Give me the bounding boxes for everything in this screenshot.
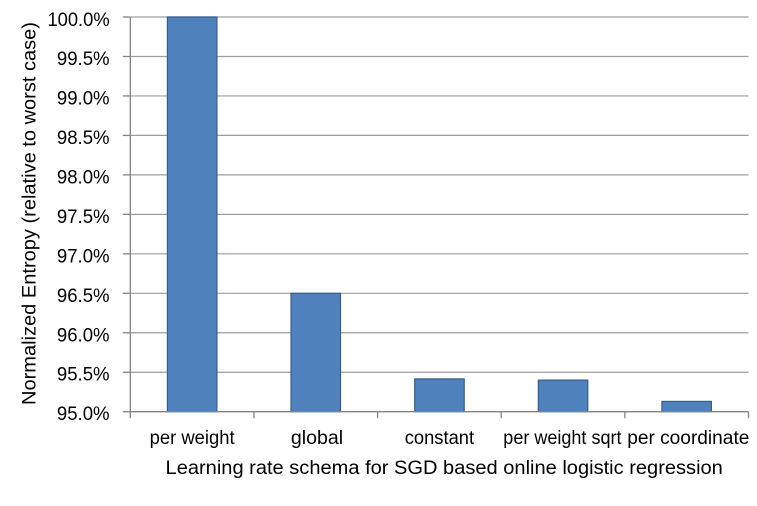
svg-text:per weight sqrt: per weight sqrt [503, 427, 622, 449]
svg-text:98.5%: 98.5% [57, 127, 110, 149]
svg-text:per coordinate: per coordinate [627, 427, 749, 449]
svg-text:95.0%: 95.0% [57, 403, 110, 425]
svg-text:global: global [291, 427, 343, 449]
svg-text:99.5%: 99.5% [57, 48, 110, 70]
svg-text:95.5%: 95.5% [57, 364, 110, 386]
svg-text:98.0%: 98.0% [57, 166, 110, 188]
svg-text:per weight: per weight [150, 427, 236, 449]
svg-text:constant: constant [405, 427, 475, 449]
svg-text:99.0%: 99.0% [57, 87, 110, 109]
svg-text:97.0%: 97.0% [57, 245, 110, 267]
svg-text:Learning rate schema for SGD b: Learning rate schema for SGD based onlin… [166, 457, 723, 479]
svg-text:100.0%: 100.0% [48, 9, 110, 31]
svg-text:96.0%: 96.0% [57, 324, 110, 346]
svg-text:97.5%: 97.5% [57, 206, 110, 228]
svg-text:Normalized Entropy (relative t: Normalized Entropy (relative to worst ca… [19, 22, 40, 405]
svg-text:96.5%: 96.5% [57, 285, 110, 307]
